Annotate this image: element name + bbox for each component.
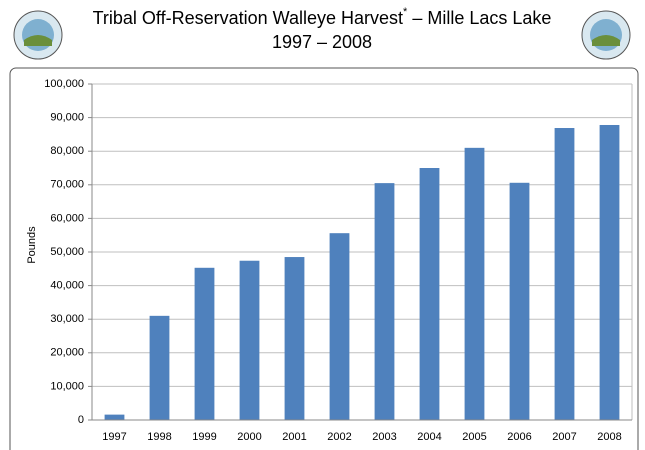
chart-subtitle: 1997 – 2008 [272, 32, 372, 52]
y-tick-label: 100,000 [44, 78, 84, 90]
x-tick-label: 2000 [237, 431, 261, 443]
x-tick-label: 2002 [327, 431, 351, 443]
bar [149, 315, 170, 420]
y-tick-label: 80,000 [50, 145, 84, 157]
title-text: Tribal Off-Reservation Walleye Harvest [93, 8, 403, 28]
bar [194, 267, 215, 420]
y-tick-label: 70,000 [50, 179, 84, 191]
y-tick-label: 20,000 [50, 347, 84, 359]
y-tick-label: 0 [78, 414, 84, 426]
y-tick-label: 50,000 [50, 246, 84, 258]
y-tick-label: 90,000 [50, 112, 84, 124]
chart-frame [9, 67, 639, 450]
title-asterisk: * [403, 6, 408, 18]
chart-title: Tribal Off-Reservation Walleye Harvest* … [93, 6, 552, 28]
bar [464, 147, 485, 420]
y-axis-label: Pounds [26, 226, 38, 264]
x-tick-label: 2004 [417, 431, 441, 443]
logo-left [13, 10, 63, 60]
y-tick-label: 10,000 [50, 380, 84, 392]
logo-right [581, 10, 631, 60]
bar [284, 257, 305, 420]
bar [554, 128, 575, 421]
x-tick-label: 2007 [552, 431, 576, 443]
x-tick-label: 1999 [192, 431, 216, 443]
x-tick-label: 1997 [102, 431, 126, 443]
y-tick-label: 60,000 [50, 212, 84, 224]
x-tick-label: 1998 [147, 431, 171, 443]
bar [509, 182, 530, 420]
bar [239, 260, 260, 420]
x-tick-label: 2003 [372, 431, 396, 443]
x-tick-label: 2005 [462, 431, 486, 443]
bar [599, 124, 620, 420]
x-tick-label: 2008 [597, 431, 621, 443]
y-tick-label: 30,000 [50, 313, 84, 325]
y-tick-label: 40,000 [50, 280, 84, 292]
x-tick-label: 2006 [507, 431, 531, 443]
bar [374, 183, 395, 420]
bar [329, 233, 350, 420]
bar [419, 168, 440, 420]
bar [104, 414, 125, 420]
title-text: – Mille Lacs Lake [407, 8, 551, 28]
x-tick-label: 2001 [282, 431, 306, 443]
